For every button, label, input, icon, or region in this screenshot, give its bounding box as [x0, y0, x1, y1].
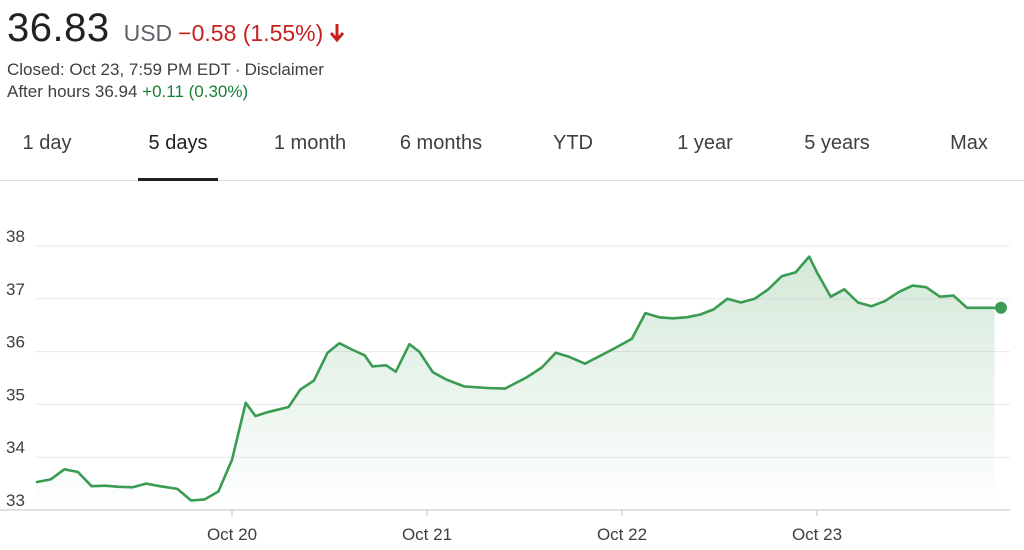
x-tick-label: Oct 23 [792, 525, 842, 544]
y-tick-label: 37 [6, 280, 25, 299]
last-price-point [995, 301, 1007, 314]
currency-label: USD [123, 20, 173, 46]
disclaimer-link[interactable]: Disclaimer [244, 60, 324, 79]
y-tick-label: 35 [6, 385, 25, 404]
tab-5-years[interactable]: 5 years [804, 132, 870, 154]
tab-1-year[interactable]: 1 year [677, 132, 733, 154]
range-tabs: 1 day 5 days 1 month 6 months YTD 1 year… [0, 112, 1024, 181]
quote-header: 36.83 USD −0.58 (1.55%) Closed: Oct 23, … [7, 6, 345, 103]
after-hours-change: +0.11 (0.30%) [142, 82, 249, 101]
after-hours: After hours 36.94 +0.11 (0.30%) [7, 81, 345, 103]
x-tick-label: Oct 22 [597, 525, 647, 544]
separator: · [234, 60, 241, 79]
tab-1-month[interactable]: 1 month [273, 132, 347, 154]
tab-ytd[interactable]: YTD [553, 132, 593, 154]
tab-1-day[interactable]: 1 day [22, 132, 72, 154]
y-tick-label: 36 [6, 333, 25, 352]
price-chart: 33 34 35 36 37 38 Oct 20 Oct 21 Oct 22 Oct 23 [0, 227, 1010, 544]
arrow-down-icon [329, 23, 345, 43]
active-tab-indicator [138, 178, 218, 181]
tab-6-months[interactable]: 6 months [399, 132, 483, 154]
tab-5-days[interactable]: 5 days [148, 132, 208, 154]
after-hours-label: After hours 36.94 [7, 82, 138, 101]
market-status: Closed: Oct 23, 7:59 PM EDT · Disclaimer [7, 59, 345, 81]
y-tick-label: 38 [6, 227, 25, 246]
closed-text: Closed: Oct 23, 7:59 PM EDT [7, 60, 231, 79]
x-tick-label: Oct 21 [402, 525, 452, 544]
price-row: 36.83 USD −0.58 (1.55%) [7, 6, 345, 51]
price-line [35, 255, 996, 502]
x-tick-label: Oct 20 [207, 525, 257, 544]
current-price: 36.83 [7, 6, 110, 50]
price-change: −0.58 (1.55%) [178, 20, 324, 46]
tab-max[interactable]: Max [950, 132, 988, 154]
y-tick-label: 34 [6, 438, 25, 457]
y-tick-label: 33 [6, 491, 25, 510]
